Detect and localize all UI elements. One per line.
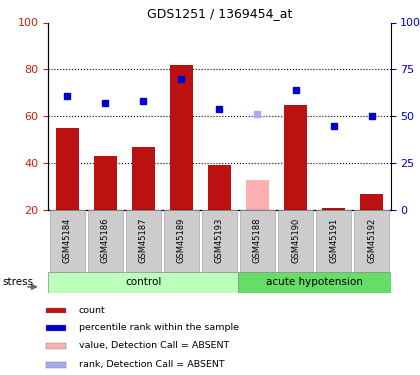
Bar: [48, 272, 239, 292]
Text: acute hypotension: acute hypotension: [266, 277, 363, 287]
Bar: [94, 156, 117, 210]
Bar: [239, 272, 391, 292]
Bar: [170, 64, 193, 210]
Bar: [202, 210, 237, 274]
Bar: [208, 165, 231, 210]
Text: GSM45184: GSM45184: [63, 218, 72, 263]
Bar: [278, 210, 313, 274]
Text: GSM45189: GSM45189: [177, 218, 186, 263]
Bar: [240, 210, 275, 274]
Bar: [284, 105, 307, 210]
Bar: [132, 147, 155, 210]
Bar: [360, 194, 383, 210]
Bar: [46, 362, 66, 368]
Text: GSM45187: GSM45187: [139, 218, 148, 263]
Bar: [50, 210, 85, 274]
Title: GDS1251 / 1369454_at: GDS1251 / 1369454_at: [147, 7, 292, 20]
Text: GSM45191: GSM45191: [329, 218, 338, 263]
Text: GSM45193: GSM45193: [215, 218, 224, 263]
Text: percentile rank within the sample: percentile rank within the sample: [79, 323, 239, 332]
Text: value, Detection Call = ABSENT: value, Detection Call = ABSENT: [79, 341, 229, 350]
Text: control: control: [125, 277, 162, 287]
Bar: [322, 208, 345, 210]
Bar: [316, 210, 351, 274]
Bar: [56, 128, 79, 210]
Bar: [46, 308, 66, 313]
Bar: [46, 343, 66, 349]
Bar: [354, 210, 389, 274]
Text: count: count: [79, 306, 106, 315]
Text: GSM45186: GSM45186: [101, 218, 110, 263]
Text: GSM45188: GSM45188: [253, 218, 262, 263]
Bar: [246, 180, 269, 210]
Bar: [88, 210, 123, 274]
Bar: [46, 325, 66, 330]
Text: rank, Detection Call = ABSENT: rank, Detection Call = ABSENT: [79, 360, 225, 369]
Text: GSM45192: GSM45192: [367, 218, 376, 263]
Text: stress: stress: [2, 277, 33, 287]
Bar: [164, 210, 199, 274]
Text: GSM45190: GSM45190: [291, 218, 300, 263]
Bar: [126, 210, 161, 274]
